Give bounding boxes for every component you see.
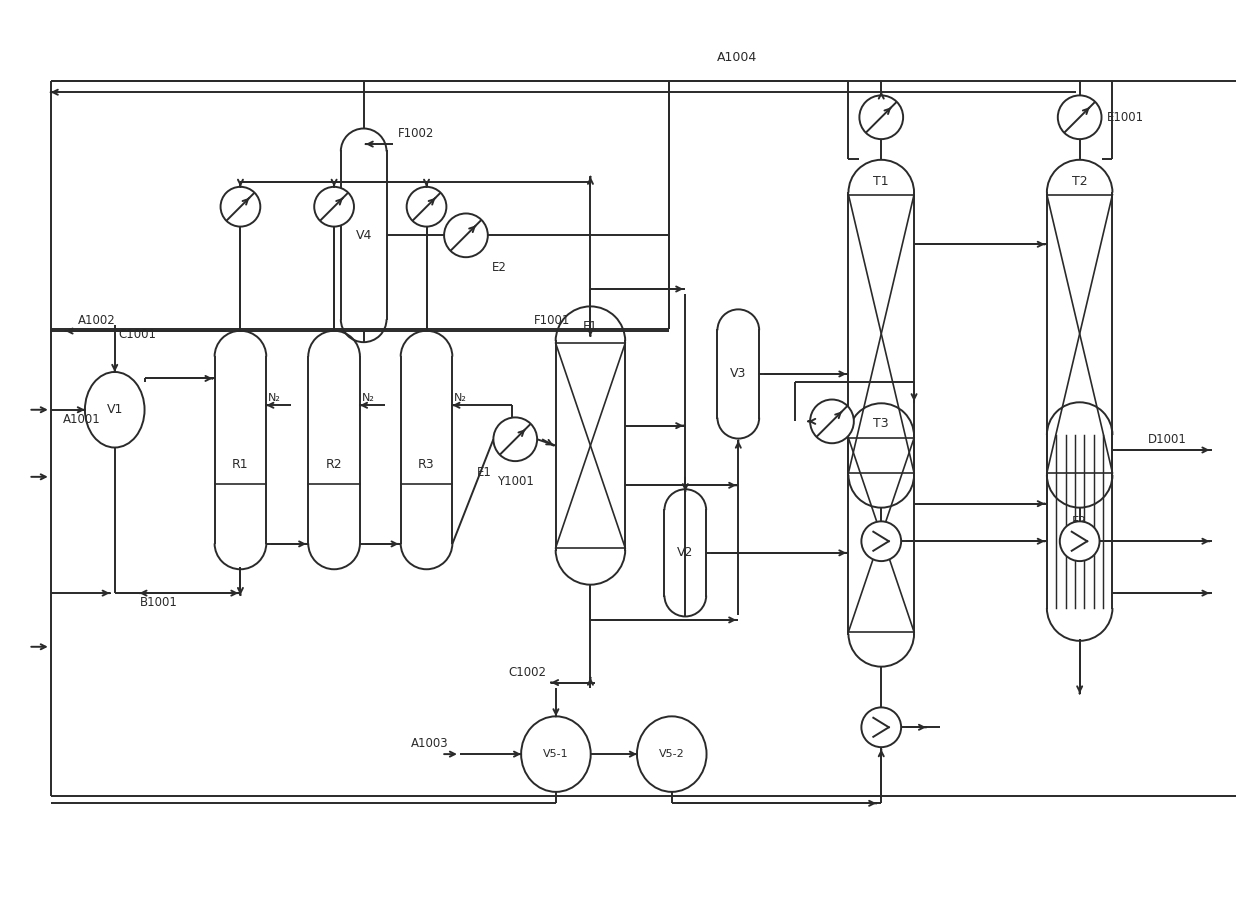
Circle shape (1060, 521, 1100, 561)
Circle shape (859, 95, 903, 140)
Ellipse shape (521, 716, 590, 792)
Text: F2: F2 (1073, 515, 1087, 528)
Text: N₂: N₂ (362, 393, 374, 403)
Text: V5-1: V5-1 (543, 749, 569, 759)
Text: N₂: N₂ (454, 393, 467, 403)
Text: A1002: A1002 (78, 314, 115, 327)
Text: A1004: A1004 (717, 50, 758, 64)
Circle shape (862, 521, 901, 561)
Text: D1001: D1001 (1148, 433, 1187, 446)
Text: T1: T1 (873, 176, 889, 188)
Text: R3: R3 (418, 458, 435, 472)
Text: F1001: F1001 (533, 314, 570, 327)
Text: R1: R1 (232, 458, 249, 472)
Text: B1001: B1001 (139, 596, 177, 609)
Circle shape (444, 213, 487, 257)
Text: F1: F1 (583, 320, 598, 333)
Text: E1: E1 (476, 466, 491, 479)
Ellipse shape (84, 372, 145, 447)
Text: F1002: F1002 (398, 127, 434, 140)
Circle shape (407, 187, 446, 227)
Circle shape (314, 187, 353, 227)
Circle shape (494, 418, 537, 461)
Text: A1003: A1003 (410, 737, 448, 750)
Text: V2: V2 (677, 546, 693, 560)
Text: R2: R2 (326, 458, 342, 472)
Ellipse shape (637, 716, 707, 792)
Text: V4: V4 (356, 229, 372, 242)
Text: C1001: C1001 (119, 328, 156, 341)
Text: N₂: N₂ (268, 393, 281, 403)
Text: E1001: E1001 (1106, 111, 1143, 124)
Circle shape (810, 400, 854, 443)
Text: T3: T3 (873, 417, 889, 429)
Text: C1002: C1002 (508, 666, 546, 679)
Circle shape (862, 707, 901, 747)
Text: E2: E2 (492, 261, 507, 274)
Circle shape (1058, 95, 1101, 140)
Text: Y1001: Y1001 (497, 475, 533, 488)
Text: T2: T2 (1071, 176, 1087, 188)
Text: V3: V3 (730, 367, 746, 381)
Text: V5-2: V5-2 (658, 749, 684, 759)
Text: V1: V1 (107, 403, 123, 416)
Text: A1001: A1001 (63, 413, 100, 426)
Circle shape (221, 187, 260, 227)
